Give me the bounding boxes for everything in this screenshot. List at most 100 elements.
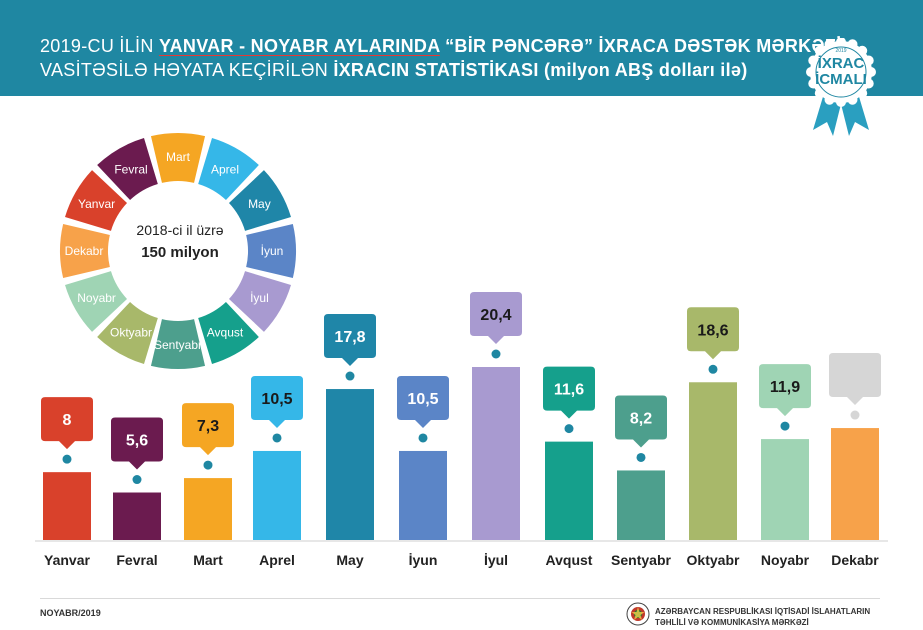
wheel-segment-label: Noyabr <box>77 291 116 305</box>
bar <box>617 470 665 540</box>
bar-marker-dot <box>418 433 428 443</box>
wheel-segment <box>246 223 297 279</box>
bar <box>472 367 520 540</box>
value-label: 8,2 <box>630 410 652 427</box>
wheel-segment-label: Aprel <box>211 163 239 177</box>
state-emblem-icon <box>626 602 650 626</box>
title-part: VASİTƏSİLƏ HƏYATA KEÇİRİLƏN <box>40 60 334 80</box>
value-bubble <box>41 397 93 450</box>
wheel-segment <box>198 138 259 201</box>
value-bubble <box>111 417 163 470</box>
bar <box>761 439 809 540</box>
wheel-center <box>112 185 244 317</box>
category-label: İyul <box>484 552 508 568</box>
value-label: 11,6 <box>554 382 584 399</box>
wheel-segment <box>228 170 291 231</box>
wheel-segment <box>60 223 110 279</box>
wheel-segment-label: Yanvar <box>78 197 115 211</box>
bar-marker-dot <box>203 460 213 470</box>
footer-date: NOYABR/2019 <box>40 608 101 618</box>
wheel-center-label: 2018-ci il üzrə <box>136 222 224 238</box>
category-label: Avqust <box>546 552 593 568</box>
bar <box>399 450 447 540</box>
wheel-segment-label: Fevral <box>114 163 147 177</box>
bar <box>326 389 374 540</box>
bar-marker-dot <box>491 349 501 359</box>
category-label: Oktyabr <box>687 552 740 568</box>
title-part: 2019-CU İLİN <box>40 36 159 56</box>
value-label: 5,6 <box>126 433 148 450</box>
bar <box>831 428 879 540</box>
wheel-segment-label: Mart <box>166 150 191 164</box>
wheel-segment-label: Oktyabr <box>110 325 152 339</box>
bar <box>113 492 161 540</box>
value-label: 8 <box>63 412 72 429</box>
value-bubble <box>251 375 303 428</box>
bar <box>689 382 737 540</box>
bar-marker-dot <box>708 364 718 374</box>
category-label: İyun <box>409 552 438 568</box>
wheel-segment <box>97 301 158 364</box>
wheel-segment-label: Sentyabr <box>154 338 202 352</box>
value-bubble <box>470 292 522 344</box>
wheel-segment <box>150 319 206 369</box>
bar-marker-dot <box>850 410 860 420</box>
wheel-segment <box>97 138 158 201</box>
bar-marker-dot <box>272 433 282 443</box>
title-highlight: İXRACIN STATİSTİKASI <box>333 60 539 80</box>
value-bubble <box>324 314 376 367</box>
rosette-icon <box>806 37 876 136</box>
wheel-segment-label: İyul <box>250 291 269 305</box>
value-label: 7,3 <box>197 418 219 435</box>
footer-org-line-2: TƏHLİLİ VƏ KOMMUNİKASİYA MƏRKƏZİ <box>655 618 809 627</box>
category-label: Mart <box>193 552 223 568</box>
wheel-segment <box>228 271 291 332</box>
bar-marker-dot <box>62 454 72 464</box>
value-bubble <box>543 366 595 419</box>
wheel-segment <box>150 133 206 183</box>
ixrac-icmali-badge: 2019 İXRAC İCMALI <box>805 37 877 138</box>
value-label: 10,5 <box>261 391 292 408</box>
category-label: Dekabr <box>831 552 879 568</box>
title-line-1: 2019-CU İLİN YANVAR - NOYABR AYLARINDA “… <box>40 36 841 57</box>
bar-marker-dot <box>345 371 355 381</box>
category-label: Noyabr <box>761 552 810 568</box>
value-bubble <box>397 375 449 428</box>
bar-marker-dot <box>780 421 790 431</box>
bar-marker-dot <box>564 424 574 434</box>
category-label: Aprel <box>259 552 295 568</box>
value-bubble <box>182 403 234 456</box>
value-label: 17,8 <box>334 329 365 346</box>
wheel-segment <box>65 170 128 231</box>
title-unit: (milyon ABŞ dolları ilə) <box>538 60 748 80</box>
category-label: Sentyabr <box>611 552 671 568</box>
wheel-segment-label: Dekabr <box>65 244 104 258</box>
header-banner: 2019-CU İLİN YANVAR - NOYABR AYLARINDA “… <box>0 0 923 96</box>
badge-year: 2019 <box>835 48 847 54</box>
title-line-2: VASİTƏSİLƏ HƏYATA KEÇİRİLƏN İXRACIN STAT… <box>40 60 748 81</box>
value-label: 10,5 <box>407 391 438 408</box>
title-highlight: YANVAR - NOYABR AYLARINDA <box>158 36 440 56</box>
title-part-bold: “BİR PƏNCƏRƏ” İXRACA DƏSTƏK MƏRKƏZİ <box>439 36 842 56</box>
bar <box>253 450 301 540</box>
category-label: Fevral <box>116 552 157 568</box>
bar-marker-dot <box>132 475 142 485</box>
badge-line-1: İXRAC <box>817 55 865 72</box>
value-bubble <box>759 364 811 417</box>
bar <box>184 478 232 540</box>
badge-line-2: İCMALI <box>815 71 867 88</box>
wheel-segment-label: İyun <box>261 244 284 258</box>
value-bubble <box>829 353 881 406</box>
bar <box>545 441 593 540</box>
bar <box>43 472 91 540</box>
wheel-center-value: 150 milyon <box>141 244 219 261</box>
wheel-segment <box>65 271 128 332</box>
value-label: 20,4 <box>480 307 511 324</box>
category-label: Yanvar <box>44 552 90 568</box>
value-bubble <box>687 307 739 360</box>
footer-divider <box>40 598 880 599</box>
wheel-segment-label: Avqust <box>207 325 244 339</box>
footer-organization: AZƏRBAYCAN RESPUBLİKASI İQTİSADİ İSLAHAT… <box>655 606 870 628</box>
